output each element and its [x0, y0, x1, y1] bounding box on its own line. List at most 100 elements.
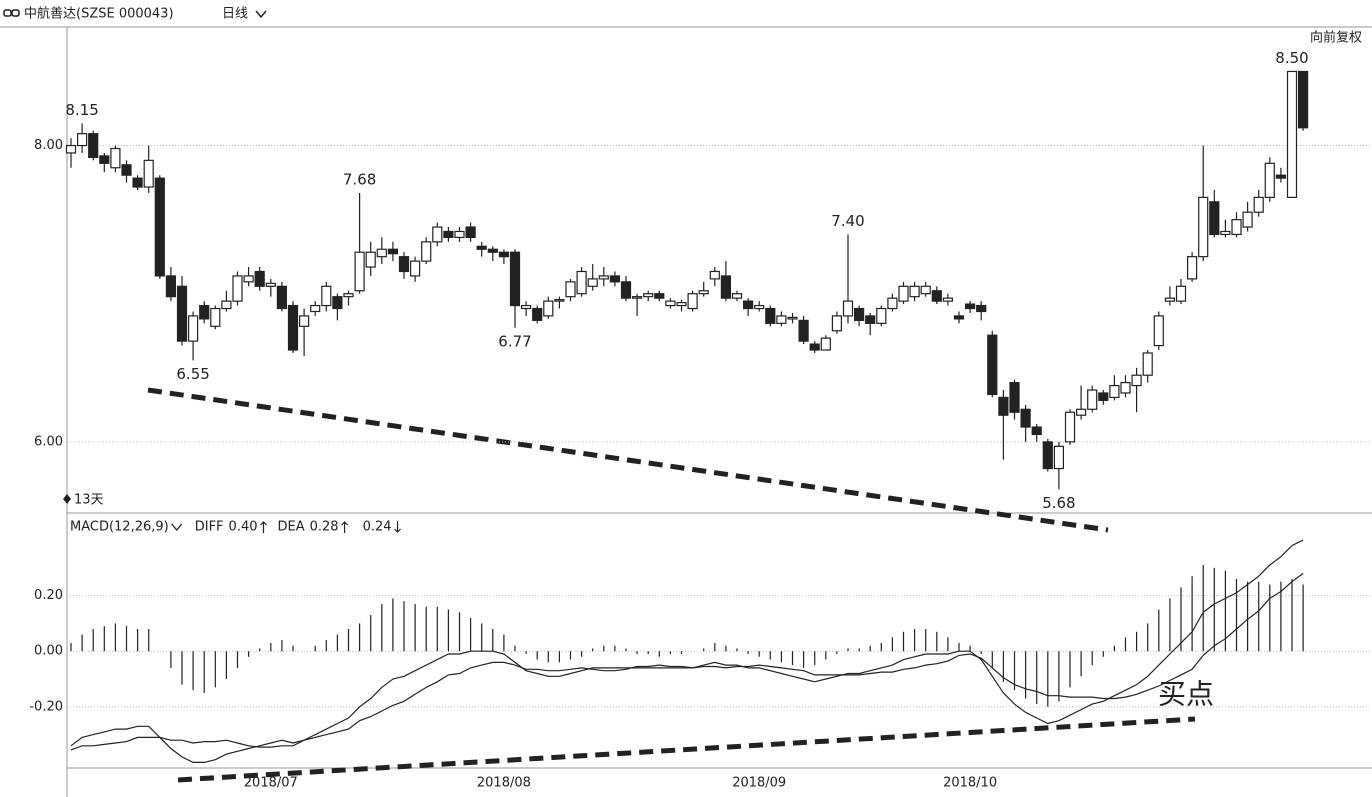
candle-body	[287, 304, 299, 351]
candle-body	[543, 300, 554, 317]
macd-line	[70, 539, 1304, 763]
candle-body	[731, 293, 743, 299]
candle-body	[532, 307, 543, 321]
high-label: 7.40	[831, 212, 864, 230]
candle-body	[110, 147, 121, 169]
candle-body	[332, 296, 343, 310]
candle-body	[410, 260, 421, 277]
low-label: 6.55	[176, 365, 209, 383]
candle-body	[421, 241, 432, 262]
candle-body	[665, 300, 676, 307]
candle-body	[1075, 408, 1087, 416]
candle-body	[465, 226, 476, 239]
macd-title: MACD(12,26,9)	[70, 520, 169, 535]
candle-body	[176, 285, 188, 342]
candle-body	[265, 282, 276, 287]
y-tick-label: 0.00	[34, 644, 63, 659]
legend-name: DIFF	[195, 520, 224, 535]
candle-body	[443, 230, 454, 239]
period-selector[interactable]: 日线	[222, 7, 248, 22]
candle-body	[798, 319, 809, 342]
candle-body	[643, 293, 654, 298]
x-tick-label: 2018/09	[732, 776, 786, 791]
candle-body	[432, 226, 443, 243]
candle-body	[987, 334, 998, 396]
candle-body	[631, 296, 643, 299]
candle-body	[787, 316, 798, 320]
adjust-mode[interactable]: 向前复权	[1310, 30, 1362, 46]
candle-body	[210, 307, 221, 327]
candle-body	[565, 281, 576, 298]
candle-body	[587, 278, 598, 287]
candle-body	[299, 315, 310, 327]
candle-body	[1053, 445, 1065, 470]
candle-body	[121, 164, 132, 176]
buy-point-label: 买点	[1158, 678, 1214, 711]
trend-arrow	[341, 521, 349, 533]
candle-body	[976, 304, 987, 313]
candle-body	[498, 251, 509, 258]
candle-body	[698, 290, 709, 295]
candle-body	[609, 275, 621, 283]
candle-body	[554, 299, 565, 302]
candle-body	[1120, 382, 1131, 394]
candle-body	[598, 275, 609, 280]
candle-body	[1087, 389, 1098, 410]
candle-body	[1164, 297, 1176, 302]
candle-body	[831, 315, 843, 332]
candle-body	[654, 293, 665, 299]
candle-body	[76, 133, 88, 147]
candle-body	[398, 256, 410, 273]
candle-body	[1142, 352, 1153, 376]
trend-arrow	[394, 521, 401, 533]
high-label: 7.68	[343, 170, 376, 188]
candle-body	[1242, 211, 1253, 228]
candle-body	[853, 307, 865, 321]
stock-title: 中航善达(SZSE 000043)	[24, 6, 174, 22]
candle-body	[188, 315, 199, 342]
candle-body	[754, 304, 765, 310]
candle-body	[820, 337, 831, 351]
candle-body	[199, 304, 210, 320]
candle-body	[1042, 441, 1053, 470]
trend-line	[147, 387, 1109, 533]
candle-body	[1031, 426, 1042, 436]
candle-body	[576, 270, 587, 295]
candle-body	[343, 293, 354, 298]
candle-body	[310, 304, 321, 313]
y-tick-label: 8.00	[34, 138, 63, 153]
candle-body	[1264, 162, 1275, 198]
candle-body	[165, 275, 176, 298]
candle-body	[720, 275, 732, 299]
trend-arrow	[260, 521, 267, 533]
candle-body	[1275, 174, 1287, 179]
countdown-icon	[63, 494, 71, 504]
candle-body	[687, 293, 698, 310]
candle-body	[254, 270, 265, 287]
candle-body	[221, 300, 232, 310]
x-tick-label: 2018/10	[943, 776, 997, 791]
candle-body	[876, 307, 887, 324]
candle-body	[998, 396, 1009, 416]
candle-body	[365, 251, 376, 268]
candle-body	[99, 155, 110, 164]
dropdown-icon[interactable]	[255, 10, 267, 19]
candle-body	[276, 285, 287, 310]
candle-body	[1153, 315, 1164, 347]
candle-body	[898, 285, 909, 302]
candle-body	[620, 281, 632, 299]
candle-body	[865, 315, 876, 324]
candle-body	[1064, 411, 1076, 443]
macd-line	[70, 572, 1304, 751]
candle-body	[476, 245, 487, 250]
candle-body	[742, 300, 754, 310]
candle-body	[454, 230, 465, 239]
candle-body	[1131, 374, 1142, 387]
high-label: 8.50	[1275, 49, 1308, 67]
legend-name: DEA	[278, 520, 305, 535]
dropdown-icon[interactable]	[171, 523, 183, 532]
candle-body	[1186, 256, 1198, 280]
candle-body	[387, 248, 398, 255]
